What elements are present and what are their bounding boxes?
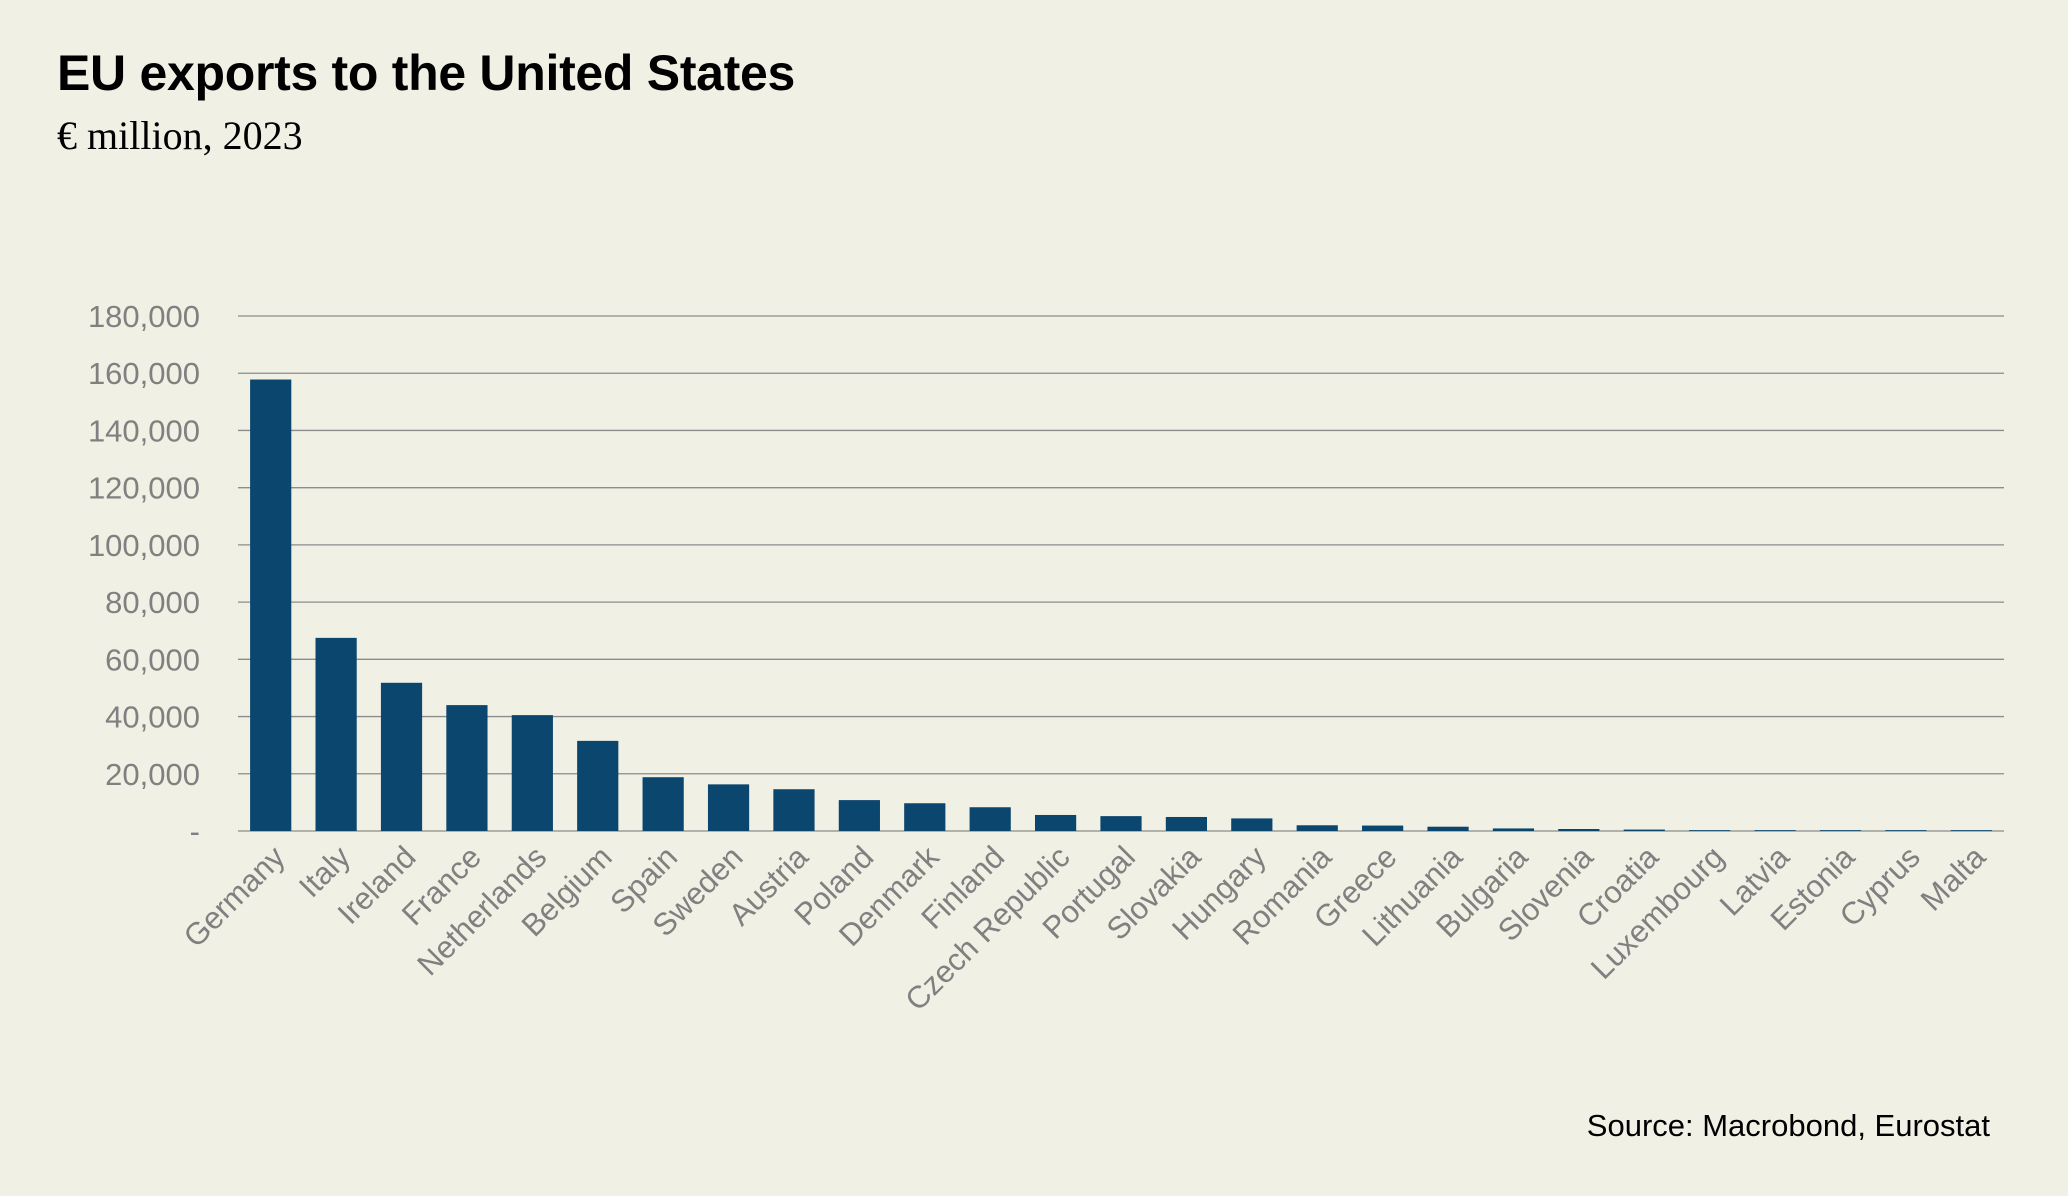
bar-cyprus	[1885, 830, 1927, 831]
bar-croatia	[1623, 829, 1665, 831]
bar-latvia	[1754, 830, 1796, 831]
bar-luxembourg	[1689, 830, 1731, 831]
y-tick-label: 20,000	[105, 757, 200, 792]
bar-romania	[1296, 825, 1338, 831]
bar-estonia	[1819, 830, 1862, 831]
x-axis-tick-labels: Germany ItalyIrelandFranceNetherlandsBelg…	[177, 839, 1993, 1018]
y-axis-tick-labels: - 20,000 40,000 60,000 80,000 100,000 120,000 1…	[88, 299, 200, 849]
y-tick-label: 60,000	[105, 642, 200, 677]
gridlines	[238, 315, 2004, 832]
bar-czech-republic	[1034, 814, 1077, 831]
source-note: Source: Macrobond, Eurostat	[1586, 1108, 1990, 1143]
bar-slovenia	[1558, 828, 1600, 831]
chart-title: EU exports to the United States	[57, 45, 796, 101]
y-tick-label: 40,000	[105, 700, 200, 735]
bar-bulgaria	[1492, 828, 1535, 831]
bar-italy	[315, 637, 357, 831]
y-tick-label: 160,000	[88, 356, 200, 391]
bar-austria	[773, 789, 815, 831]
bar-germany	[250, 379, 292, 831]
bar-france	[446, 705, 488, 831]
y-tick-label: -	[190, 814, 200, 849]
bar-sweden	[707, 784, 750, 831]
bar-denmark	[904, 803, 946, 831]
chart-subtitle: € million, 2023	[57, 113, 303, 158]
bar-netherlands	[511, 715, 553, 831]
bar-greece	[1362, 825, 1404, 831]
y-tick-label: 100,000	[88, 528, 200, 563]
y-tick-label: 140,000	[88, 413, 200, 448]
x-tick-label: Germany	[177, 839, 292, 954]
x-tick-label: Malta	[1914, 839, 1993, 918]
bar-finland	[969, 807, 1011, 831]
bar-malta	[1950, 830, 1992, 831]
bar-portugal	[1100, 816, 1142, 831]
y-tick-label: 80,000	[105, 585, 200, 620]
bar-lithuania	[1427, 826, 1469, 831]
y-tick-label: 120,000	[88, 471, 200, 506]
bar-spain	[642, 777, 684, 831]
bar-hungary	[1231, 818, 1273, 831]
bar-poland	[838, 800, 880, 831]
bar-ireland	[380, 682, 423, 831]
bars	[250, 379, 1992, 831]
y-tick-label: 180,000	[88, 299, 200, 334]
bar-slovakia	[1165, 816, 1208, 831]
bar-belgium	[577, 740, 619, 831]
